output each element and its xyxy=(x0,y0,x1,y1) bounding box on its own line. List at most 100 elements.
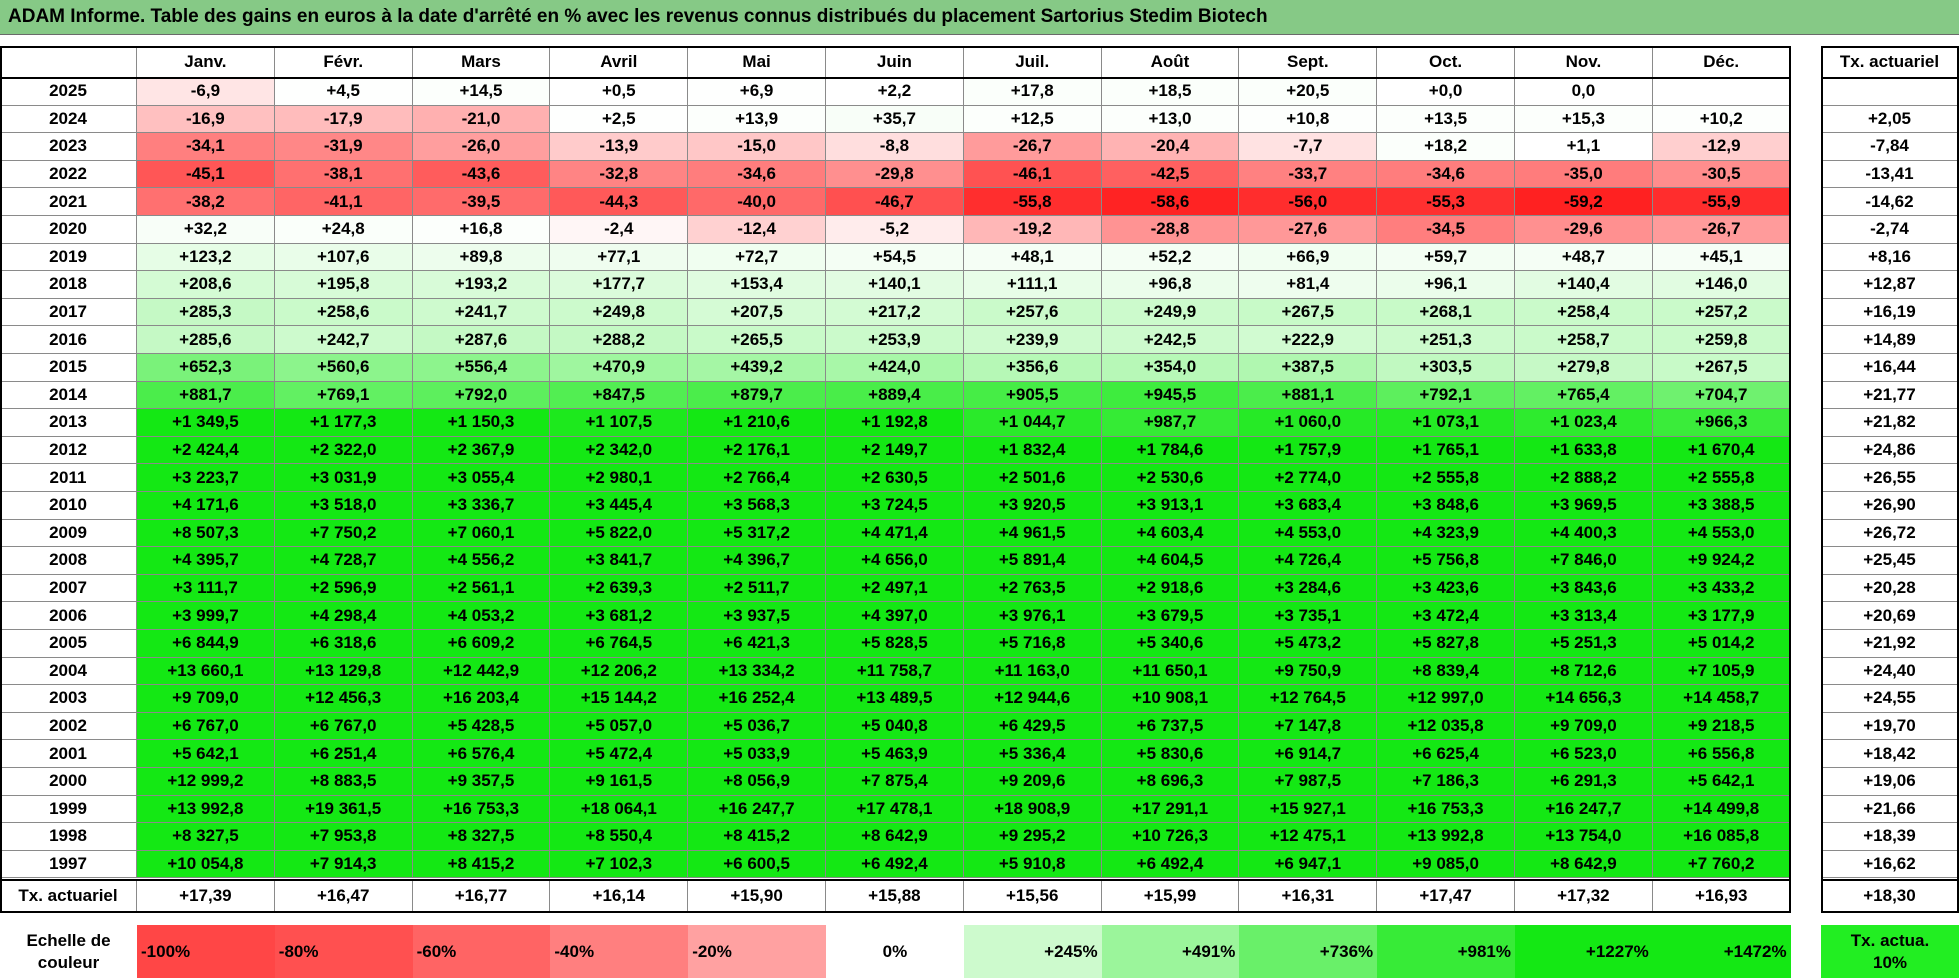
value-cell: +3 724,5 xyxy=(826,492,964,520)
value-cell: +2 530,6 xyxy=(1101,464,1240,492)
rate-cell: +25,45 xyxy=(1821,547,1959,575)
value-cell: +1 349,5 xyxy=(137,409,275,437)
month-header: Oct. xyxy=(1377,46,1515,78)
month-header: Févr. xyxy=(274,46,413,78)
value-cell: +5 828,5 xyxy=(826,630,964,658)
value-cell: +253,9 xyxy=(826,326,964,354)
value-cell: +12 944,6 xyxy=(963,685,1102,713)
value-cell: +6 556,8 xyxy=(1652,740,1791,768)
value-cell: +0,5 xyxy=(550,78,689,106)
value-cell: +285,3 xyxy=(137,298,275,327)
value-cell: +6 914,7 xyxy=(1239,740,1378,768)
value-cell: +13 489,5 xyxy=(826,685,964,713)
footer-rate: +18,30 xyxy=(1821,880,1959,914)
value-cell: -35,0 xyxy=(1515,160,1653,189)
value-cell: +14 656,3 xyxy=(1515,685,1653,713)
value-cell: -30,5 xyxy=(1652,160,1791,189)
value-cell: +1 633,8 xyxy=(1515,436,1653,465)
value-cell: +9 924,2 xyxy=(1652,547,1791,575)
value-cell: -46,7 xyxy=(826,188,964,216)
value-cell: +3 937,5 xyxy=(688,602,826,630)
value-cell: +89,8 xyxy=(412,243,551,272)
value-cell: +5 473,2 xyxy=(1239,630,1378,658)
value-cell: +2 763,5 xyxy=(963,574,1102,603)
value-cell: +18,2 xyxy=(1377,133,1515,161)
value-cell: +239,9 xyxy=(963,326,1102,354)
value-cell: -28,8 xyxy=(1101,216,1240,244)
value-cell: +3 681,2 xyxy=(550,602,689,630)
value-cell: +3 445,4 xyxy=(550,492,689,520)
footer-value: +16,47 xyxy=(274,880,413,914)
value-cell: -38,1 xyxy=(274,160,413,189)
value-cell: +177,7 xyxy=(550,271,689,299)
value-cell: +5 336,4 xyxy=(963,740,1102,768)
year-cell: 2016 xyxy=(0,326,137,354)
value-cell: -12,4 xyxy=(688,216,826,244)
value-cell: -5,2 xyxy=(826,216,964,244)
month-header: Mai xyxy=(688,46,826,78)
rate-cell: +2,05 xyxy=(1821,105,1959,134)
legend-step: +1227% xyxy=(1515,925,1653,978)
legend-label: Echelle de couleur xyxy=(26,930,111,972)
legend-step: -40% xyxy=(550,925,689,978)
value-cell: +2 342,0 xyxy=(550,436,689,465)
month-header: Sept. xyxy=(1239,46,1378,78)
value-cell: +13 754,0 xyxy=(1515,823,1653,851)
footer-value: +17,32 xyxy=(1515,880,1653,914)
value-cell: -26,0 xyxy=(412,133,551,161)
year-cell: 1999 xyxy=(0,795,137,824)
rate-cell: +26,72 xyxy=(1821,519,1959,548)
value-cell: +111,1 xyxy=(963,271,1102,299)
value-cell: +792,0 xyxy=(412,381,551,410)
value-cell: +3 683,4 xyxy=(1239,492,1378,520)
rate-cell: +21,77 xyxy=(1821,381,1959,410)
year-cell: 2008 xyxy=(0,547,137,575)
value-cell: +13,9 xyxy=(688,105,826,134)
value-cell: +193,2 xyxy=(412,271,551,299)
year-cell: 2001 xyxy=(0,740,137,768)
value-cell: -55,9 xyxy=(1652,188,1791,216)
value-cell: +54,5 xyxy=(826,243,964,272)
rate-cell: -14,62 xyxy=(1821,188,1959,216)
value-cell: +2 888,2 xyxy=(1515,464,1653,492)
value-cell: +5 463,9 xyxy=(826,740,964,768)
value-cell: +285,6 xyxy=(137,326,275,354)
year-cell: 2019 xyxy=(0,243,137,272)
value-cell: +3 177,9 xyxy=(1652,602,1791,630)
value-cell: +9 709,0 xyxy=(137,685,275,713)
value-cell: +242,5 xyxy=(1101,326,1240,354)
rate-cell xyxy=(1821,78,1959,106)
year-cell: 2011 xyxy=(0,464,137,492)
year-cell: 2022 xyxy=(0,160,137,189)
value-cell: +1 832,4 xyxy=(963,436,1102,465)
value-cell: +13 992,8 xyxy=(137,795,275,824)
value-cell: +81,4 xyxy=(1239,271,1378,299)
value-cell: +5 340,6 xyxy=(1101,630,1240,658)
value-cell: +303,5 xyxy=(1377,354,1515,382)
footer-value: +15,99 xyxy=(1101,880,1240,914)
value-cell: +140,1 xyxy=(826,271,964,299)
value-cell: +2 766,4 xyxy=(688,464,826,492)
value-cell: +3 284,6 xyxy=(1239,574,1378,603)
value-cell: +881,7 xyxy=(137,381,275,410)
value-cell: +3 423,6 xyxy=(1377,574,1515,603)
value-cell: +16 753,3 xyxy=(1377,795,1515,824)
value-cell: +7 105,9 xyxy=(1652,657,1791,686)
value-cell: +259,8 xyxy=(1652,326,1791,354)
value-cell: +3 518,0 xyxy=(274,492,413,520)
rate-cell: -13,41 xyxy=(1821,160,1959,189)
value-cell: -34,6 xyxy=(1377,160,1515,189)
value-cell: +945,5 xyxy=(1101,381,1240,410)
value-cell: +966,3 xyxy=(1652,409,1791,437)
value-cell: +6 576,4 xyxy=(412,740,551,768)
value-cell: +2 501,6 xyxy=(963,464,1102,492)
legend-step: 0% xyxy=(826,925,964,978)
footer-value: +15,88 xyxy=(826,880,964,914)
value-cell: +18 064,1 xyxy=(550,795,689,824)
corner-cell xyxy=(0,46,137,78)
year-cell: 2002 xyxy=(0,712,137,741)
value-cell: +265,5 xyxy=(688,326,826,354)
value-cell: +10,2 xyxy=(1652,105,1791,134)
value-cell: +8 712,6 xyxy=(1515,657,1653,686)
value-cell: +6 429,5 xyxy=(963,712,1102,741)
